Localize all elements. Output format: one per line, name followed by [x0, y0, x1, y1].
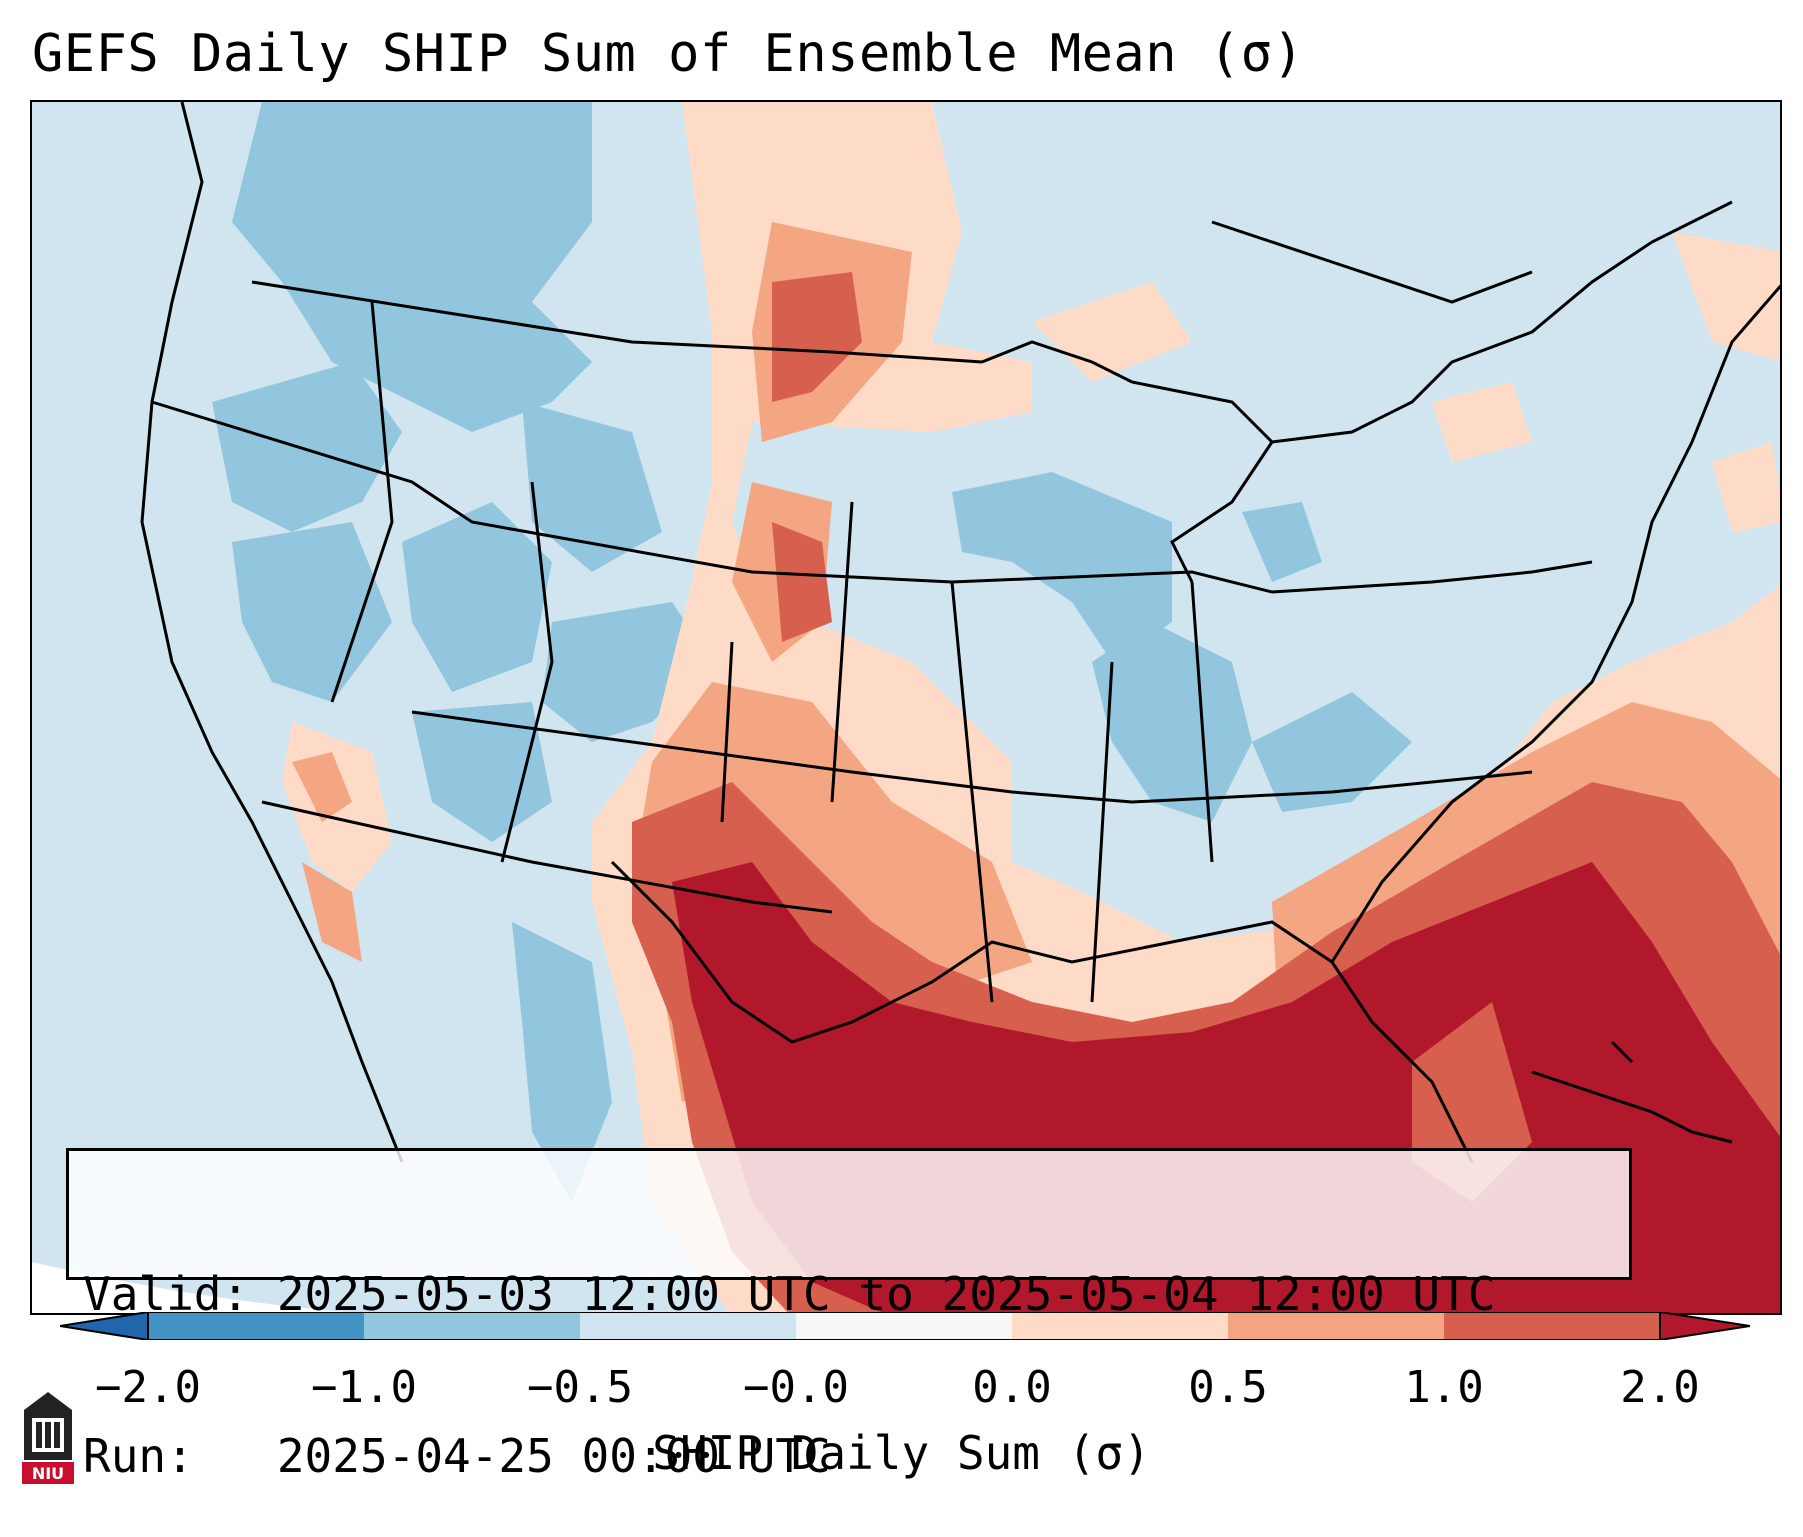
- colorbar-outline: [147, 1312, 1661, 1340]
- colorbar-tick-label: 1.0: [1404, 1362, 1484, 1413]
- colorbar-label: SHIP Daily Sum (σ): [652, 1426, 1151, 1480]
- colorbar-tick-label: −1.0: [311, 1362, 417, 1413]
- colorbar-tick-label: 0.0: [972, 1362, 1052, 1413]
- niu-logo-icon: NIU: [22, 1392, 74, 1484]
- colorbar: [60, 1312, 1750, 1340]
- colorbar-tick-label: −2.0: [95, 1362, 201, 1413]
- caribbean-islands: [1531, 1040, 1733, 1144]
- colorbar-segment: [148, 1312, 364, 1340]
- map-title: GEFS Daily SHIP Sum of Ensemble Mean (σ): [32, 24, 1305, 84]
- colorbar-tick-label: −0.0: [743, 1362, 849, 1413]
- negative-anomaly-regions: [212, 102, 1412, 1202]
- colorbar-segment: [580, 1312, 796, 1340]
- colorbar-tick-label: 0.5: [1188, 1362, 1268, 1413]
- colorbar-tick-label: −0.5: [527, 1362, 633, 1413]
- colorbar-segment: [364, 1312, 580, 1340]
- projection-edge: [32, 1262, 359, 1313]
- svg-text:NIU: NIU: [32, 1464, 64, 1483]
- colorbar-segment: [1444, 1312, 1660, 1340]
- colorbar-over-arrow: [1659, 1312, 1750, 1340]
- map-panel: [30, 100, 1782, 1315]
- colorbar-segment: [796, 1312, 1012, 1340]
- colorbar-segment: [1228, 1312, 1444, 1340]
- colorbar-under-arrow: [60, 1312, 149, 1340]
- colorbar-tick-label: 2.0: [1620, 1362, 1700, 1413]
- valid-run-info-box: Valid: 2025-05-03 12:00 UTC to 2025-05-0…: [66, 1148, 1632, 1483]
- colorbar-segment: [1012, 1312, 1228, 1340]
- state-boundaries: [140, 102, 1780, 1163]
- run-time-text: Run: 2025-04-25 00:00 UTC: [83, 1429, 831, 1483]
- ship-field-map: [32, 102, 1780, 1313]
